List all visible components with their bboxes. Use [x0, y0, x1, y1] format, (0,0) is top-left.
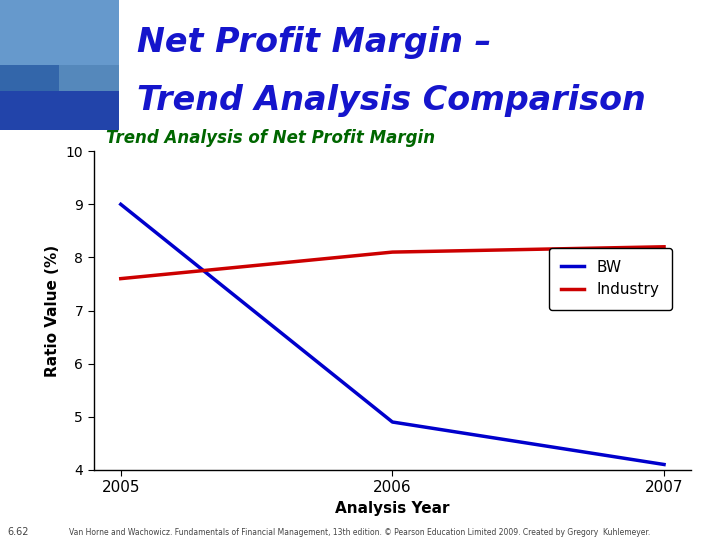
Bar	[60, 0, 119, 130]
Bar	[0, 91, 119, 130]
X-axis label: Analysis Year: Analysis Year	[335, 501, 450, 516]
Bar	[0, 0, 60, 130]
Text: Van Horne and Wachowicz. Fundamentals of Financial Management, 13th edition. © P: Van Horne and Wachowicz. Fundamentals of…	[69, 528, 651, 537]
Text: Trend Analysis Comparison: Trend Analysis Comparison	[137, 84, 646, 117]
Text: 6.62: 6.62	[7, 527, 29, 537]
Bar	[0, 0, 119, 65]
Legend: BW, Industry: BW, Industry	[549, 248, 672, 309]
Text: Net Profit Margin –: Net Profit Margin –	[137, 26, 491, 59]
Text: Trend Analysis of Net Profit Margin: Trend Analysis of Net Profit Margin	[106, 129, 435, 147]
Y-axis label: Ratio Value (%): Ratio Value (%)	[45, 245, 60, 376]
